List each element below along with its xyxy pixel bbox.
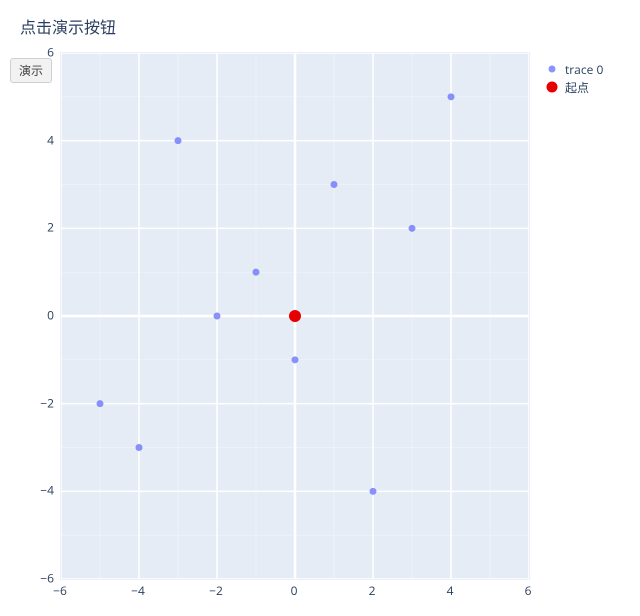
demo-button[interactable]: 演示 — [10, 58, 52, 83]
legend-label: trace 0 — [565, 61, 603, 78]
x-tick-label: 4 — [447, 582, 454, 599]
x-tick-label: −4 — [131, 582, 145, 599]
legend-item[interactable]: trace 0 — [545, 60, 603, 78]
y-tick-label: 6 — [34, 44, 54, 61]
legend-item[interactable]: 起点 — [545, 78, 603, 96]
page-title: 点击演示按钮 — [20, 14, 116, 38]
y-tick-label: −6 — [34, 570, 54, 587]
page: 点击演示按钮 演示 −6 −4 −2 0 2 4 6 −6 −4 −2 0 2 4 6 trace 0起… — [0, 0, 640, 616]
legend: trace 0起点 — [545, 60, 603, 96]
x-tick-label: 6 — [525, 582, 532, 599]
legend-swatch — [545, 62, 559, 76]
x-tick-label: −6 — [53, 582, 67, 599]
y-tick-label: 4 — [34, 131, 54, 148]
y-tick-label: −2 — [34, 394, 54, 411]
x-tick-label: 0 — [291, 582, 298, 599]
legend-label: 起点 — [565, 79, 589, 96]
y-tick-label: −4 — [34, 482, 54, 499]
scatter-chart[interactable] — [60, 52, 530, 580]
y-tick-label: 2 — [34, 219, 54, 236]
x-tick-label: 2 — [369, 582, 376, 599]
x-tick-label: −2 — [209, 582, 223, 599]
plot-svg — [61, 53, 529, 579]
y-tick-label: 0 — [34, 307, 54, 324]
legend-swatch — [545, 80, 559, 94]
